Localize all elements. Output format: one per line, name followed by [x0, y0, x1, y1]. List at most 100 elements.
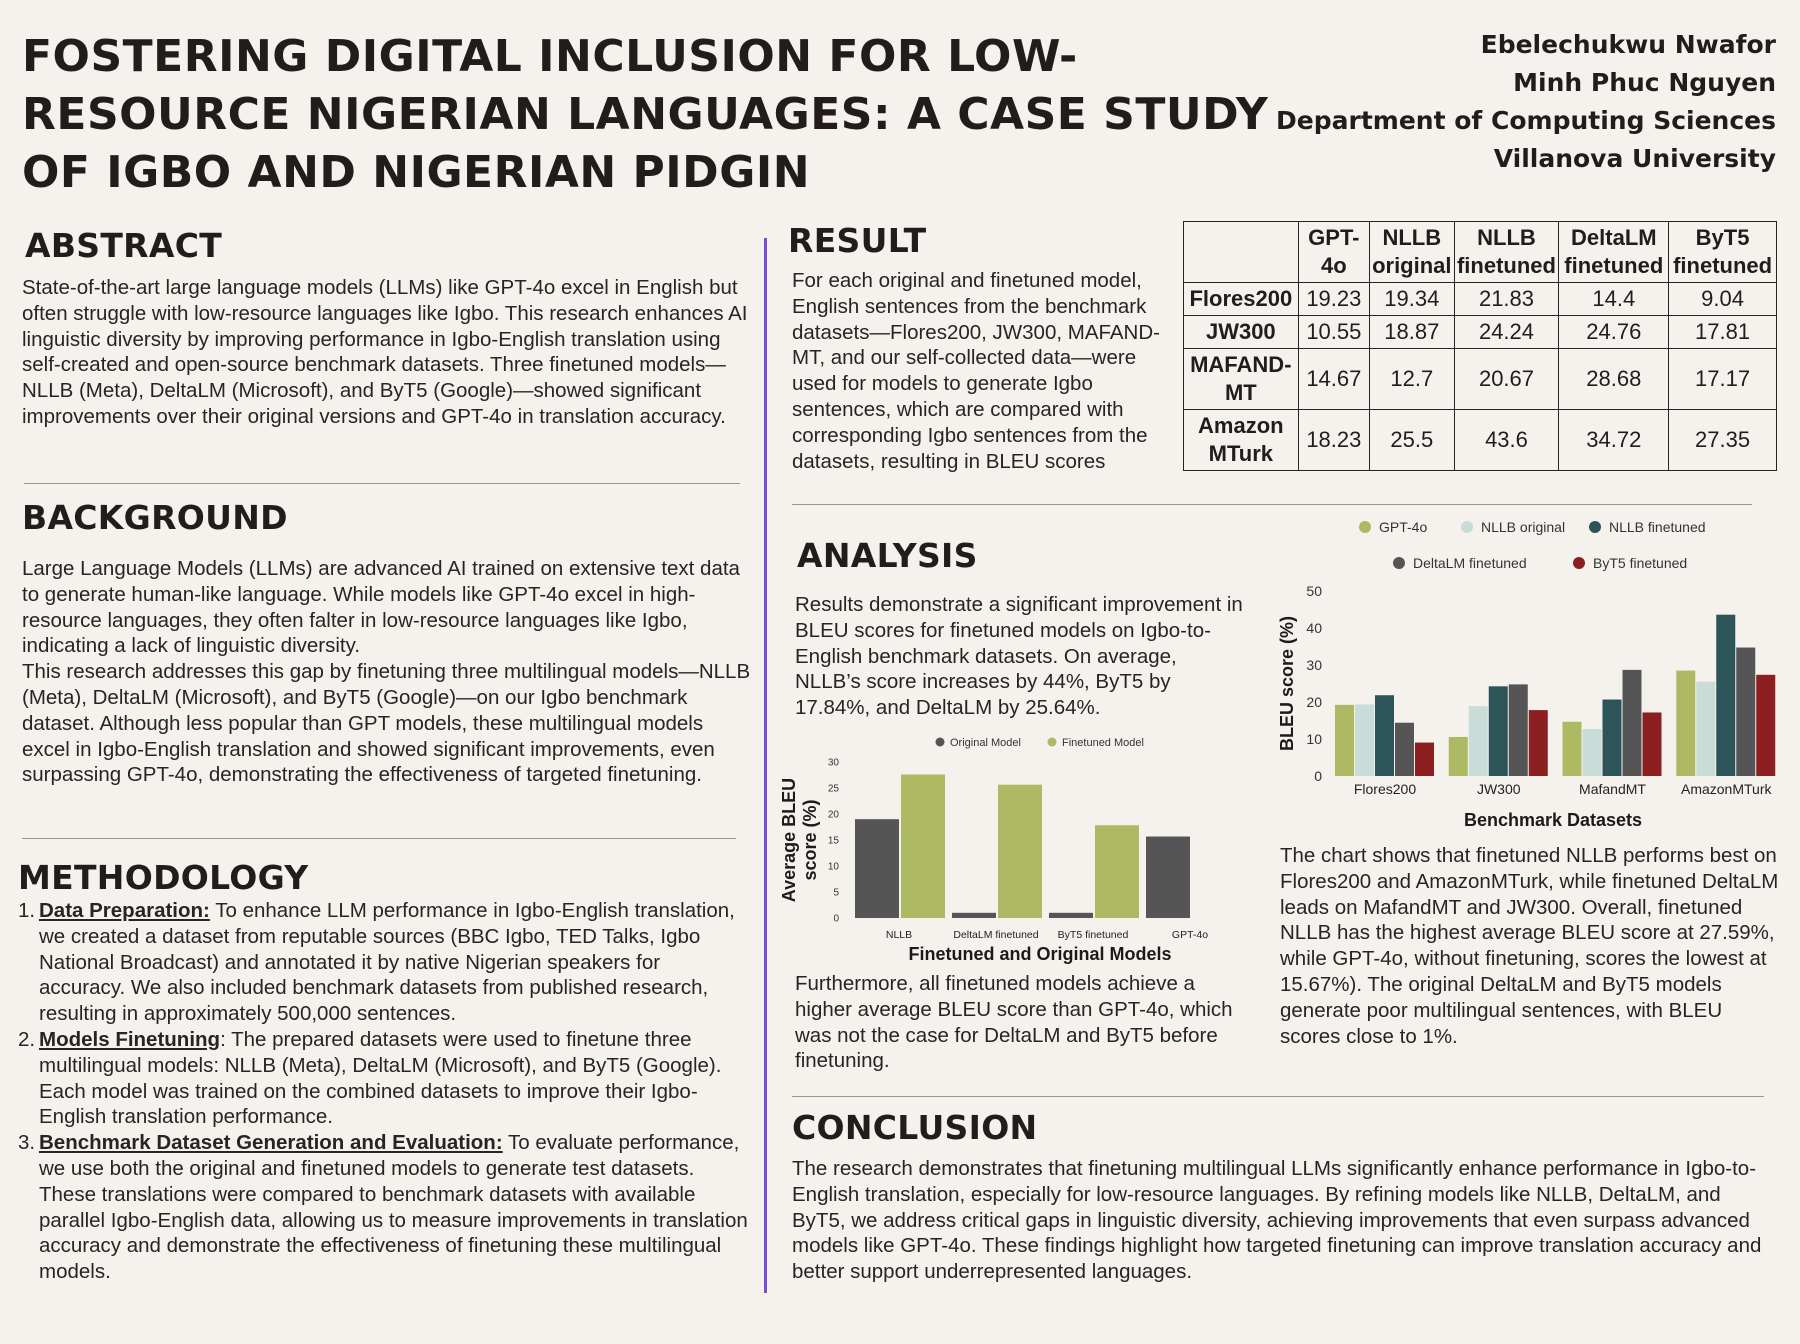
table-row: Amazon MTurk 18.23 25.5 43.6 34.72 27.35	[1183, 409, 1777, 471]
legend-marker	[935, 737, 945, 747]
table-cell: 18.23	[1297, 409, 1371, 471]
table-cell: 18.87	[1369, 315, 1455, 349]
legend-marker	[1359, 521, 1371, 533]
table-cell: 43.6	[1453, 409, 1560, 471]
column-header: NLLB finetuned	[1453, 221, 1560, 283]
legend-label: Finetuned Model	[1062, 737, 1144, 749]
column-divider	[764, 238, 767, 1293]
y-axis-label: Average BLEU	[779, 778, 799, 902]
legend-label: Original Model	[950, 737, 1021, 749]
legend-label: DeltaLM finetuned	[1413, 555, 1527, 571]
table-cell: 25.5	[1369, 409, 1455, 471]
y-axis-label: score (%)	[800, 799, 820, 880]
table-cell: 9.04	[1668, 282, 1777, 316]
bar	[998, 784, 1042, 918]
legend-marker	[1589, 521, 1601, 533]
divider	[24, 483, 740, 484]
table-cell: 12.7	[1369, 348, 1455, 410]
bar	[1508, 684, 1528, 776]
bar	[1756, 674, 1776, 776]
table-cell: 21.83	[1453, 282, 1560, 316]
table-cell: 27.35	[1668, 409, 1777, 471]
x-tick-label: DeltaLM finetuned	[953, 929, 1038, 941]
table-cell: 19.23	[1297, 282, 1371, 316]
y-tick-label: 5	[833, 888, 839, 899]
bar	[1468, 706, 1488, 776]
x-tick-label: MafandMT	[1579, 781, 1646, 797]
row-header: JW300	[1183, 315, 1299, 349]
bar	[1049, 912, 1093, 918]
table-cell: 10.55	[1297, 315, 1371, 349]
table-cell: 17.17	[1668, 348, 1777, 410]
average-bleu-chart: 0 5 10 15 20 25 30 NLLB DeltaLM finetuned ByT5 fi…	[779, 737, 1208, 964]
y-tick-label: 20	[828, 810, 840, 821]
y-tick-label: 10	[1306, 731, 1322, 747]
table-cell: 28.68	[1558, 348, 1670, 410]
bar	[1395, 722, 1414, 776]
bar	[1375, 695, 1394, 776]
table-cell: 24.76	[1558, 315, 1670, 349]
bar	[1736, 647, 1756, 776]
bar	[1602, 699, 1622, 776]
legend-label: NLLB original	[1481, 519, 1565, 535]
methodology-item-title: Models Finetuning	[39, 1027, 221, 1051]
row-header: MAFAND-MT	[1183, 348, 1299, 410]
y-tick-label: 50	[1306, 583, 1322, 599]
author-1: Ebelechukwu Nwafor	[1480, 30, 1776, 59]
bar	[1716, 614, 1736, 776]
table-row: JW300 10.55 18.87 24.24 24.76 17.81	[1183, 315, 1777, 349]
university: Villanova University	[1493, 144, 1776, 173]
column-header: GPT-4o	[1297, 221, 1371, 283]
table-cell: 24.24	[1453, 315, 1560, 349]
x-axis-label: Benchmark Datasets	[1464, 810, 1642, 830]
analysis-paragraph-1: Results demonstrate a significant improv…	[795, 593, 1243, 720]
row-header: Amazon MTurk	[1183, 409, 1299, 471]
table-cell: 17.81	[1668, 315, 1777, 349]
table-cell: 20.67	[1453, 348, 1560, 410]
y-tick-label: 40	[1306, 620, 1322, 636]
bar	[1528, 710, 1548, 776]
y-tick-label: 10	[828, 862, 840, 873]
department: Department of Computing Sciences	[1276, 106, 1776, 135]
benchmark-bleu-chart: 0 10 20 30 40 50 Flores200 JW300 MafandMT AmazonM…	[1277, 519, 1776, 830]
methodology-item: 3. Benchmark Dataset Generation and Evalu…	[18, 1131, 748, 1284]
y-axis-label: BLEU score (%)	[1277, 616, 1297, 751]
divider	[792, 504, 1752, 505]
background-heading: BACKGROUND	[22, 498, 288, 537]
bar	[1448, 736, 1468, 776]
bar	[1582, 729, 1602, 776]
table-row: Flores200 19.23 19.34 21.83 14.4 9.04	[1183, 282, 1777, 316]
x-tick-label: JW300	[1477, 781, 1521, 797]
table-header-row: GPT-4o NLLB original NLLB finetuned Delt…	[1183, 221, 1777, 283]
y-tick-label: 0	[1314, 768, 1322, 784]
legend-label: GPT-4o	[1379, 519, 1427, 535]
x-tick-label: AmazonMTurk	[1681, 781, 1773, 797]
methodology-item: 2. Models Finetuning: The prepared datase…	[18, 1027, 722, 1129]
legend-label: NLLB finetuned	[1609, 519, 1706, 535]
poster-title: FOSTERING DIGITAL INCLUSION FOR LOW-RESO…	[22, 31, 1269, 198]
legend-marker	[1393, 557, 1405, 569]
result-heading: RESULT	[788, 221, 927, 260]
y-tick-label: 30	[1306, 657, 1322, 673]
result-text: For each original and finetuned model, E…	[792, 269, 1160, 473]
bar	[901, 774, 945, 918]
column-header: DeltaLM finetuned	[1558, 221, 1670, 283]
bar	[1095, 825, 1139, 918]
abstract-heading: ABSTRACT	[25, 226, 223, 265]
table-row: MAFAND-MT 14.67 12.7 20.67 28.68 17.17	[1183, 348, 1777, 410]
results-table: GPT-4o NLLB original NLLB finetuned Delt…	[1183, 221, 1777, 471]
bar	[1562, 721, 1582, 776]
row-header: Flores200	[1183, 282, 1299, 316]
bar	[1642, 712, 1662, 776]
methodology-heading: METHODOLOGY	[18, 858, 309, 897]
abstract-text: State-of-the-art large language models (…	[22, 276, 748, 428]
y-tick-label: 15	[828, 836, 840, 847]
legend-marker	[1461, 521, 1473, 533]
analysis-paragraph-3: The chart shows that finetuned NLLB perf…	[1280, 844, 1779, 1048]
bar	[1415, 742, 1434, 776]
column-header: ByT5 finetuned	[1668, 221, 1777, 283]
bar	[1335, 704, 1354, 776]
background-paragraph-1: Large Language Models (LLMs) are advance…	[22, 557, 740, 658]
x-tick-label: GPT-4o	[1172, 929, 1208, 941]
x-tick-label: NLLB	[886, 929, 912, 941]
